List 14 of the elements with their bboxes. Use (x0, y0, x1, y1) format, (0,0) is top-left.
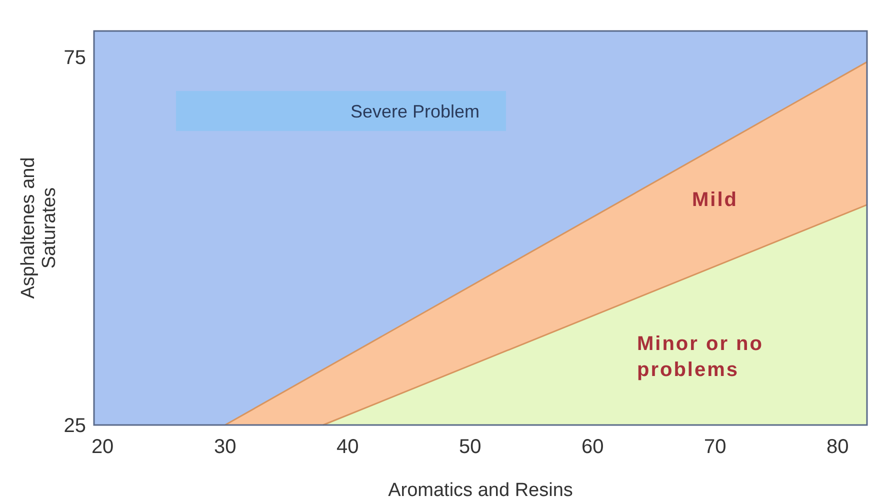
series-label: Minor or no problems (637, 332, 764, 381)
y-axis-title: Asphaltenes and Saturates (18, 157, 60, 299)
x-tick-label: 20 (91, 436, 114, 458)
x-tick-label: 80 (826, 436, 849, 458)
x-tick-label: 70 (704, 436, 726, 458)
x-axis-title: Aromatics and Resins (388, 480, 573, 501)
y-tick-label: 25 (64, 415, 86, 437)
x-tick-label: 50 (458, 436, 482, 458)
y-tick-label: 75 (64, 46, 86, 69)
x-tick-label: 40 (336, 436, 359, 458)
x-tick-label: 30 (214, 436, 236, 458)
series-label: Mild (692, 188, 738, 211)
x-tick-label: 60 (581, 436, 604, 458)
annotation: Severe Problem (350, 101, 480, 122)
